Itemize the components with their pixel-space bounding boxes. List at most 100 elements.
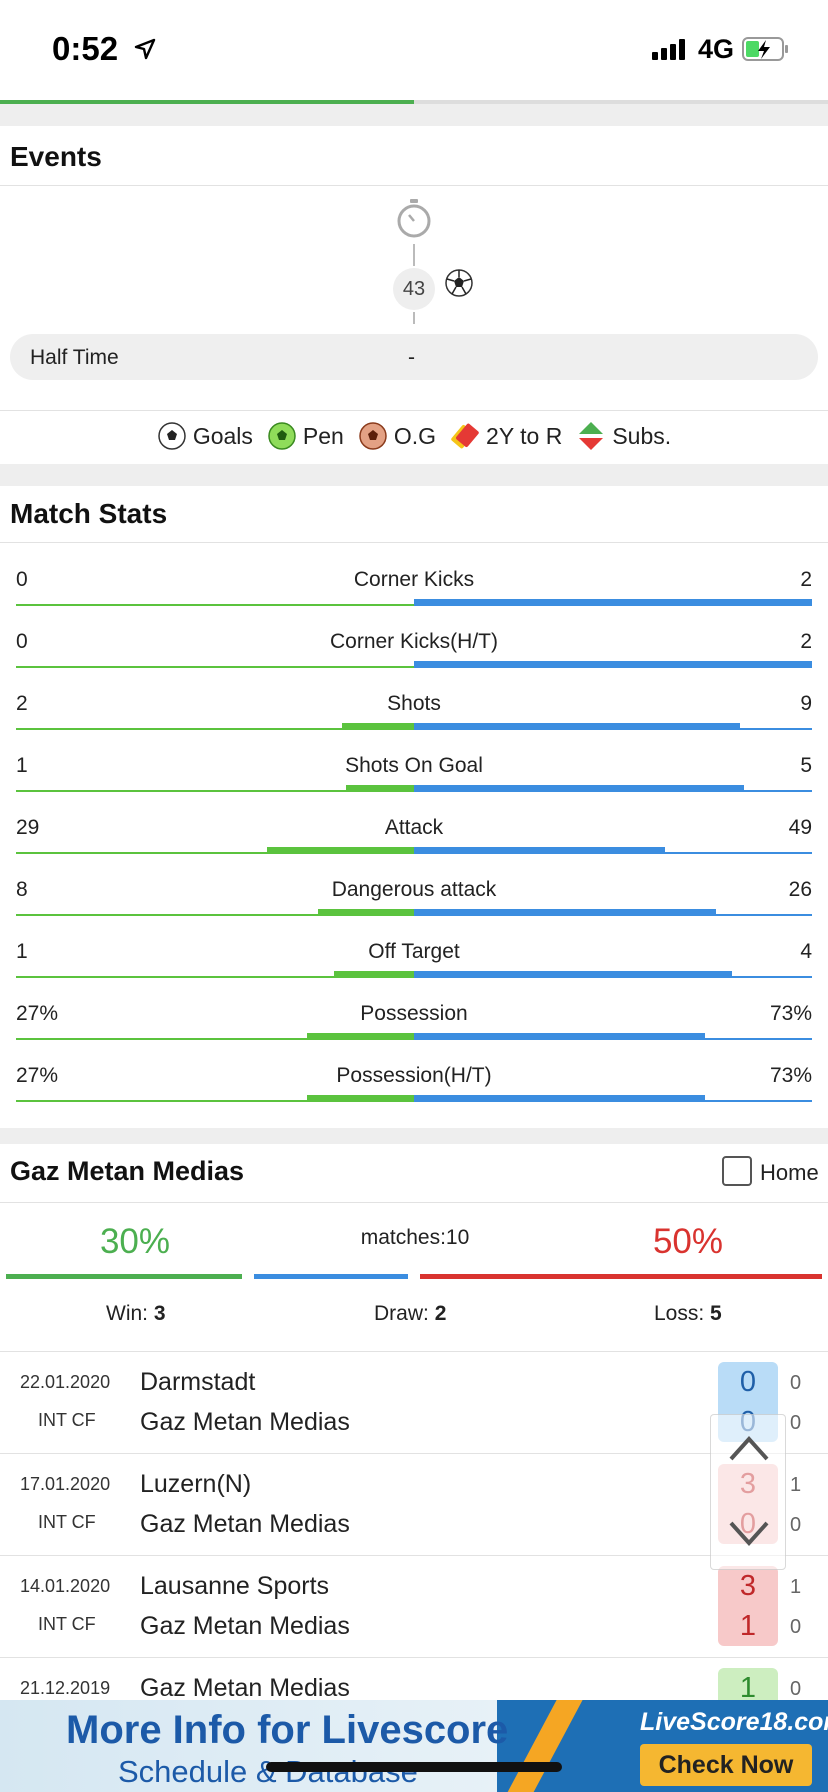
stat-away-value: 26 [788,878,812,901]
legend-goals: Goals [157,421,253,451]
stat-away-value: 49 [788,816,812,839]
section-gap [0,1128,828,1144]
match-home-team: Luzern(N) [140,1470,252,1498]
draw-bar [254,1274,408,1279]
scroll-up-icon[interactable] [727,1433,771,1463]
events-title: Events [10,141,102,172]
legend-pen: Pen [267,421,344,451]
divider [0,185,828,186]
stat-home-track [16,852,414,854]
match-stats-title: Match Stats [10,498,168,529]
match-competition: INT CF [38,1410,96,1430]
scroll-down-icon[interactable] [727,1519,771,1549]
goal-minute-badge: 43 [393,268,435,310]
stat-away-value: 9 [800,692,812,715]
stat-row: 8 Dangerous attack 26 [0,866,828,928]
page-progress-fill [0,100,414,104]
stat-name: Shots On Goal [345,754,483,777]
legend-og: O.G [358,421,436,451]
stat-name: Dangerous attack [331,878,497,901]
stat-away-value: 5 [800,754,812,777]
home-filter-label[interactable]: Home [760,1160,819,1185]
stat-away-bar [414,661,812,668]
match-home-team: Gaz Metan Medias [140,1674,350,1702]
second-yellow-to-red-icon [451,423,479,449]
stat-home-value: 8 [16,878,28,901]
stat-away-bar [414,847,665,854]
half-time-score: - [408,346,415,369]
divider [0,1202,828,1203]
stat-away-bar [414,1095,705,1102]
stat-home-bar [334,971,414,978]
stat-name: Possession(H/T) [336,1064,492,1087]
stat-home-track [16,666,414,668]
divider [0,1453,828,1454]
ad-check-now-button[interactable]: Check Now [640,1744,812,1786]
matches-count: matches:10 [360,1226,470,1249]
match-row[interactable]: 14.01.2020 INT CF Lausanne Sports Gaz Metan… [0,1556,828,1658]
stat-row: 1 Off Target 4 [0,928,828,990]
stat-away-value: 73% [769,1002,812,1025]
stat-away-value: 4 [800,940,812,963]
match-away-team: Gaz Metan Medias [140,1510,350,1538]
stat-away-value: 2 [800,630,812,653]
match-home-score: 3 [739,1570,757,1602]
stat-away-bar [414,723,741,730]
stat-home-value: 2 [16,692,28,715]
timeline-line [413,312,415,324]
home-filter-checkbox[interactable] [722,1156,752,1186]
stat-home-track [16,914,414,916]
stat-name: Attack [384,816,444,839]
own-goal-ball-icon [359,422,387,450]
stat-row: 27% Possession(H/T) 73% [0,1052,828,1114]
match-date: 21.12.2019 [20,1678,111,1698]
stat-name: Corner Kicks(H/T) [329,630,498,653]
stopwatch-icon [397,199,431,238]
match-row[interactable]: 22.01.2020 INT CF Darmstadt Gaz Metan Media… [0,1352,828,1454]
win-percentage: 30% [99,1222,171,1261]
half-time-label: Half Time [30,346,119,369]
match-ht-away: 0 [790,1616,802,1638]
match-away-score: 1 [739,1610,757,1642]
ad-headline: More Info for Livescore [66,1708,509,1752]
ad-banner[interactable]: More Info for Livescore Schedule & Datab… [0,1700,828,1792]
draw-summary: Draw: 2 [374,1302,447,1325]
ad-subline: Schedule & Database [118,1754,418,1789]
section-gap [0,464,828,486]
match-home-team: Lausanne Sports [140,1572,330,1600]
match-ht-home: 0 [790,1678,802,1700]
match-away-team: Gaz Metan Medias [140,1612,350,1640]
stat-home-track [16,728,414,730]
stat-home-bar [346,785,414,792]
penalty-ball-icon [268,422,296,450]
ad-brand: LiveScore18.com [640,1708,828,1736]
legend-subs: Subs. [576,421,671,451]
stat-row: 29 Attack 49 [0,804,828,866]
stat-home-value: 29 [16,816,40,839]
stat-home-bar [318,909,414,916]
stat-row: 0 Corner Kicks(H/T) 2 [0,618,828,680]
stat-row: 1 Shots On Goal 5 [0,742,828,804]
goal-ball-icon [445,269,473,297]
match-date: 22.01.2020 [20,1372,111,1392]
scroll-control [710,1414,786,1570]
home-indicator[interactable] [266,1762,562,1772]
events-legend: Goals Pen O.G 2Y to R Subs. [0,418,828,454]
divider [0,542,828,543]
stat-home-bar [266,847,414,854]
stat-home-value: 0 [16,568,28,591]
match-home-team: Darmstadt [140,1368,256,1396]
stat-home-track [16,604,414,606]
match-away-team: Gaz Metan Medias [140,1408,350,1436]
divider [0,410,828,411]
legend-2y-to-r: 2Y to R [450,421,562,451]
stat-home-track [16,790,414,792]
half-time-bar: Half Time - [10,334,818,380]
divider [0,1555,828,1556]
stat-row: 27% Possession 73% [0,990,828,1052]
page-progress [0,100,828,104]
section-gap [0,104,828,126]
match-row[interactable]: 17.01.2020 INT CF Luzern(N) Gaz Metan Media… [0,1454,828,1556]
stat-home-bar [306,1095,414,1102]
stat-home-value: 1 [16,754,28,777]
